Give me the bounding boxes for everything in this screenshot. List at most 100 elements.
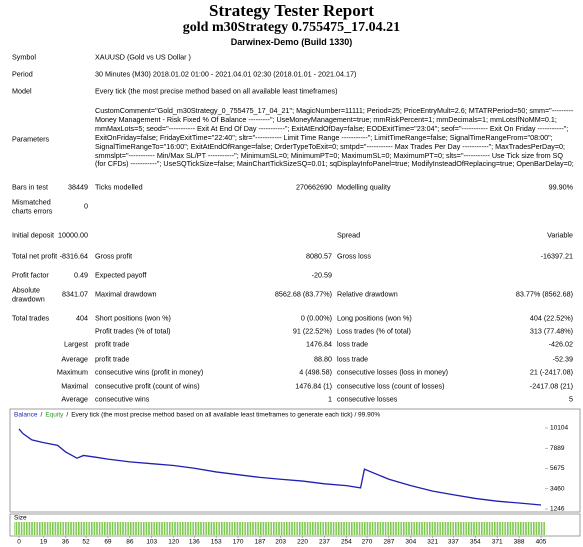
stat-label: consecutive losses (loss in money) bbox=[337, 367, 449, 377]
y-tick-label: 3460 bbox=[550, 485, 565, 492]
stat-label: Modelling quality bbox=[337, 182, 391, 192]
y-tick-label: 5675 bbox=[550, 465, 565, 472]
broker: Darwinex-Demo (Build 1330) bbox=[230, 37, 353, 47]
report-subtitle: gold m30Strategy 0.755475_17.04.21 bbox=[182, 20, 401, 35]
stat-label: consecutive wins bbox=[95, 394, 150, 404]
stat-label: Bars in test bbox=[12, 182, 48, 192]
stat-value: 8341.07 bbox=[62, 289, 88, 299]
stat-group: Average bbox=[61, 354, 88, 364]
x-tick-label: 136 bbox=[189, 539, 200, 546]
stat-value: 38449 bbox=[68, 182, 88, 192]
x-tick-label: 153 bbox=[211, 539, 222, 546]
stat-label: loss trade bbox=[337, 339, 369, 349]
stat-group: Maximal bbox=[61, 381, 88, 391]
stat-value: 0 (0.00%) bbox=[300, 313, 332, 323]
stat-label: Ticks modelled bbox=[95, 182, 143, 192]
legend-separator: / bbox=[66, 412, 68, 419]
stat-value: -426.02 bbox=[548, 339, 573, 349]
x-tick-label: 304 bbox=[405, 539, 416, 546]
stat-group: Largest bbox=[64, 339, 88, 349]
x-tick-label: 237 bbox=[319, 539, 330, 546]
stat-value: 5 bbox=[569, 394, 573, 404]
stat-label: Profit factor bbox=[12, 270, 49, 280]
stat-label: Profit trades (% of total) bbox=[95, 326, 171, 336]
info-value: Every tick (the most precise method base… bbox=[95, 86, 338, 96]
info-label: Parameters bbox=[12, 134, 50, 144]
info-label: Symbol bbox=[12, 52, 36, 62]
stat-value: -52.39 bbox=[552, 354, 573, 364]
stat-value: 0 bbox=[84, 201, 88, 211]
stat-label: Relative drawdown bbox=[337, 289, 398, 299]
stat-value: 1476.84 bbox=[306, 339, 332, 349]
legend-separator: / bbox=[41, 412, 43, 419]
x-tick-label: 371 bbox=[492, 539, 503, 546]
stat-value: 8562.68 (83.77%) bbox=[274, 289, 332, 299]
x-tick-label: 337 bbox=[448, 539, 459, 546]
stat-value: -2417.08 (21) bbox=[529, 381, 573, 391]
stat-value: 10000.00 bbox=[58, 230, 88, 240]
stat-label: Long positions (won %) bbox=[337, 313, 412, 323]
legend-info: Every tick (the most precise method base… bbox=[71, 412, 380, 419]
stat-label: consecutive wins (profit in money) bbox=[95, 367, 204, 377]
legend-balance: Balance bbox=[14, 412, 38, 419]
stat-label: loss trade bbox=[337, 354, 369, 364]
stat-value: 4 (498.58) bbox=[299, 367, 332, 377]
stat-label: Initial deposit bbox=[12, 230, 54, 240]
stat-value: 1476.84 (1) bbox=[295, 381, 332, 391]
stat-value: 91 (22.52%) bbox=[292, 326, 332, 336]
stat-label: Gross profit bbox=[95, 251, 133, 261]
stat-value: 0.49 bbox=[74, 270, 88, 280]
stat-value: 270662690 bbox=[296, 182, 332, 192]
info-label: Period bbox=[12, 69, 33, 79]
x-tick-label: 52 bbox=[82, 539, 90, 546]
stat-label: Total net profit bbox=[12, 251, 58, 261]
x-tick-label: 19 bbox=[40, 539, 48, 546]
y-tick-label: 7889 bbox=[550, 445, 565, 452]
stat-value: 8080.57 bbox=[306, 251, 332, 261]
report-title: Strategy Tester Report bbox=[209, 1, 374, 20]
x-tick-label: 254 bbox=[341, 539, 352, 546]
x-tick-label: 388 bbox=[514, 539, 525, 546]
x-tick-label: 220 bbox=[297, 539, 308, 546]
stat-label: Gross loss bbox=[337, 251, 371, 261]
y-tick-label: 1246 bbox=[550, 506, 565, 513]
info-value: XAUUSD (Gold vs US Dollar ) bbox=[95, 52, 191, 62]
stat-label: consecutive loss (count of losses) bbox=[337, 381, 445, 391]
info-value: CustomComment="Gold_m30Strategy_0_755475… bbox=[95, 105, 574, 169]
stat-value: 88.80 bbox=[314, 354, 332, 364]
stat-label: profit trade bbox=[95, 339, 130, 349]
legend-equity: Equity bbox=[45, 412, 64, 419]
stat-label: Expected payoff bbox=[95, 270, 147, 280]
x-tick-label: 270 bbox=[362, 539, 373, 546]
x-tick-label: 0 bbox=[17, 539, 21, 546]
stat-value: 313 (77.48%) bbox=[529, 326, 573, 336]
stat-label: profit trade bbox=[95, 354, 130, 364]
stat-label: Short positions (won %) bbox=[95, 313, 171, 323]
stat-value: 21 (-2417.08) bbox=[529, 367, 573, 377]
stat-value: 83.77% (8562.68) bbox=[515, 289, 573, 299]
x-tick-label: 287 bbox=[383, 539, 394, 546]
stat-label: consecutive profit (count of wins) bbox=[95, 381, 200, 391]
stat-value: -8316.64 bbox=[59, 251, 88, 261]
size-label: Size bbox=[14, 515, 27, 522]
stat-value: Variable bbox=[547, 230, 573, 240]
y-tick-label: 10104 bbox=[550, 425, 568, 432]
x-tick-label: 69 bbox=[104, 539, 112, 546]
balance-line bbox=[18, 428, 542, 506]
stat-group: Maximum bbox=[56, 367, 88, 377]
stat-label: consecutive losses bbox=[337, 394, 398, 404]
stat-value: 1 bbox=[328, 394, 332, 404]
x-tick-label: 321 bbox=[427, 539, 438, 546]
x-tick-label: 187 bbox=[255, 539, 266, 546]
x-tick-label: 120 bbox=[168, 539, 179, 546]
x-tick-label: 203 bbox=[275, 539, 286, 546]
stat-label: Loss trades (% of total) bbox=[337, 326, 411, 336]
info-label: Model bbox=[12, 86, 32, 96]
x-tick-label: 36 bbox=[62, 539, 70, 546]
x-tick-label: 86 bbox=[126, 539, 134, 546]
stat-label: Mismatched charts errors bbox=[12, 197, 53, 215]
stat-group: Average bbox=[61, 394, 88, 404]
stat-label: Total trades bbox=[12, 313, 50, 323]
